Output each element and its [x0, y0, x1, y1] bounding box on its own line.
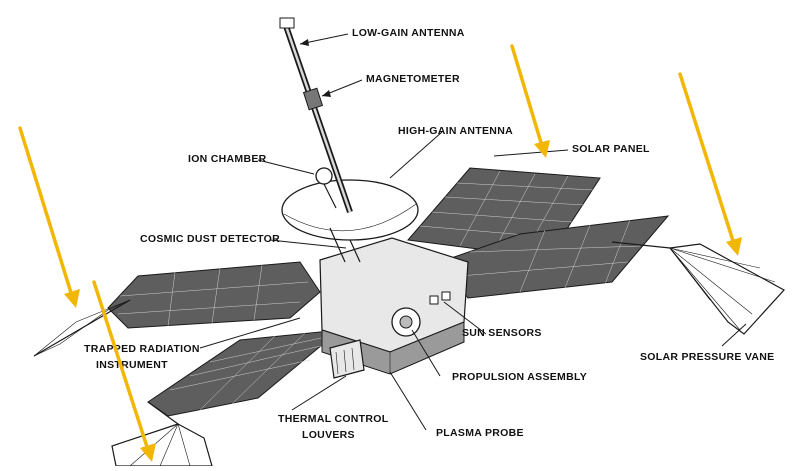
- lower-left-vane: [111, 401, 213, 467]
- callout-arrows: [18, 44, 742, 462]
- leader-lines: [199, 33, 747, 431]
- callout-arrow-solar-panel: [510, 44, 550, 158]
- callout-arrow-solar-pressure-vane: [678, 72, 742, 256]
- label-thermal-control-line1: THERMAL CONTROL: [278, 413, 389, 425]
- solar-panel-right: [439, 215, 670, 299]
- label-plasma-probe: PLASMA PROBE: [436, 427, 524, 439]
- label-magnetometer: MAGNETOMETER: [366, 73, 460, 85]
- label-low-gain-antenna: LOW-GAIN ANTENNA: [352, 27, 465, 39]
- antenna-mast: [279, 17, 353, 213]
- callout-arrow-lower-left-vane: [92, 280, 156, 462]
- label-trapped-radiation-line2: INSTRUMENT: [96, 359, 168, 371]
- label-thermal-control-line2: LOUVERS: [302, 429, 355, 441]
- label-solar-panel: SOLAR PANEL: [572, 143, 650, 155]
- label-sun-sensors: SUN SENSORS: [462, 327, 542, 339]
- solar-pressure-vane: [611, 241, 785, 335]
- callout-arrow-left-vane: [18, 126, 80, 308]
- label-cosmic-dust-detector: COSMIC DUST DETECTOR: [140, 233, 280, 245]
- label-ion-chamber: ION CHAMBER: [188, 153, 267, 165]
- label-trapped-radiation-line1: TRAPPED RADIATION: [84, 343, 200, 355]
- solar-panel-left: [107, 261, 321, 329]
- left-vane-stub: [33, 299, 131, 357]
- label-solar-pressure-vane: SOLAR PRESSURE VANE: [640, 351, 774, 363]
- spacecraft-body: [319, 237, 469, 379]
- labels: LOW-GAIN ANTENNA MAGNETOMETER HIGH-GAIN …: [84, 27, 774, 441]
- label-high-gain-antenna: HIGH-GAIN ANTENNA: [398, 125, 513, 137]
- label-propulsion-assembly: PROPULSION ASSEMBLY: [452, 371, 587, 383]
